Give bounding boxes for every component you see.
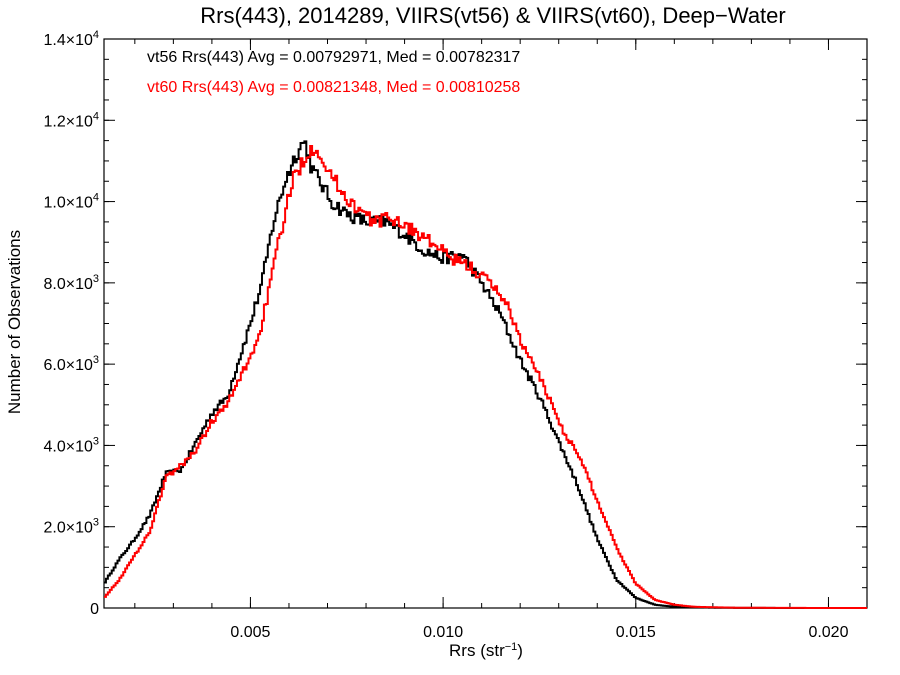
y-axis-label: Number of Observations [5,230,24,414]
y-tick-label: 1.0×104 [43,192,99,212]
y-tick-label: 1.4×104 [43,29,99,49]
y-tick-mantissa: 8.0×10 [43,276,92,293]
y-tick-mantissa: 4.0×10 [43,438,92,455]
y-tick-mantissa: 1.4×10 [43,32,92,49]
y-tick-label: 0 [90,601,99,618]
y-tick-exponent: 4 [93,29,99,41]
y-tick-label: 1.2×104 [43,110,99,130]
x-axis-label-suffix: ) [517,641,523,660]
annotation-vt56: vt56 Rrs(443) Avg = 0.00792971, Med = 0.… [147,49,520,66]
y-tick-mantissa: 1.0×10 [43,195,92,212]
x-axis: 0.005 0.010 0.015 0.020 [134,39,868,641]
chart-title: Rrs(443), 2014289, VIIRS(vt56) & VIIRS(v… [200,3,785,28]
y-tick-exponent: 3 [93,273,99,285]
y-tick-exponent: 3 [93,517,99,529]
x-tick-label: 0.005 [230,624,270,641]
y-tick-exponent: 4 [93,192,99,204]
y-tick-label: 6.0×103 [43,354,99,374]
x-axis-label-exponent: −1 [505,641,518,653]
plot-frame [103,38,868,609]
y-axis: 02.0×1034.0×1036.0×1038.0×1031.0×1041.2×… [43,29,867,618]
y-tick-mantissa: 6.0×10 [43,357,92,374]
histogram-series-0 [104,140,867,609]
x-tick-label: 0.010 [423,624,463,641]
y-tick-label: 4.0×103 [43,435,99,455]
x-tick-label: 0.020 [808,624,848,641]
y-tick-mantissa: 1.2×10 [43,113,92,130]
x-tick-label: 0.015 [616,624,656,641]
y-tick-exponent: 3 [93,354,99,366]
y-tick-exponent: 3 [93,435,99,447]
y-tick-exponent: 4 [93,110,99,122]
x-axis-label: Rrs (str−1) [449,641,523,660]
annotation-vt60: vt60 Rrs(443) Avg = 0.00821348, Med = 0.… [147,79,520,96]
histogram-series-1 [104,145,867,609]
series-group [104,140,867,609]
y-tick-label: 8.0×103 [43,273,99,293]
y-tick-mantissa: 2.0×10 [43,520,92,537]
x-axis-label-main: Rrs (str [449,641,505,660]
y-tick-label: 2.0×103 [43,517,99,537]
y-tick-mantissa: 0 [90,601,99,618]
